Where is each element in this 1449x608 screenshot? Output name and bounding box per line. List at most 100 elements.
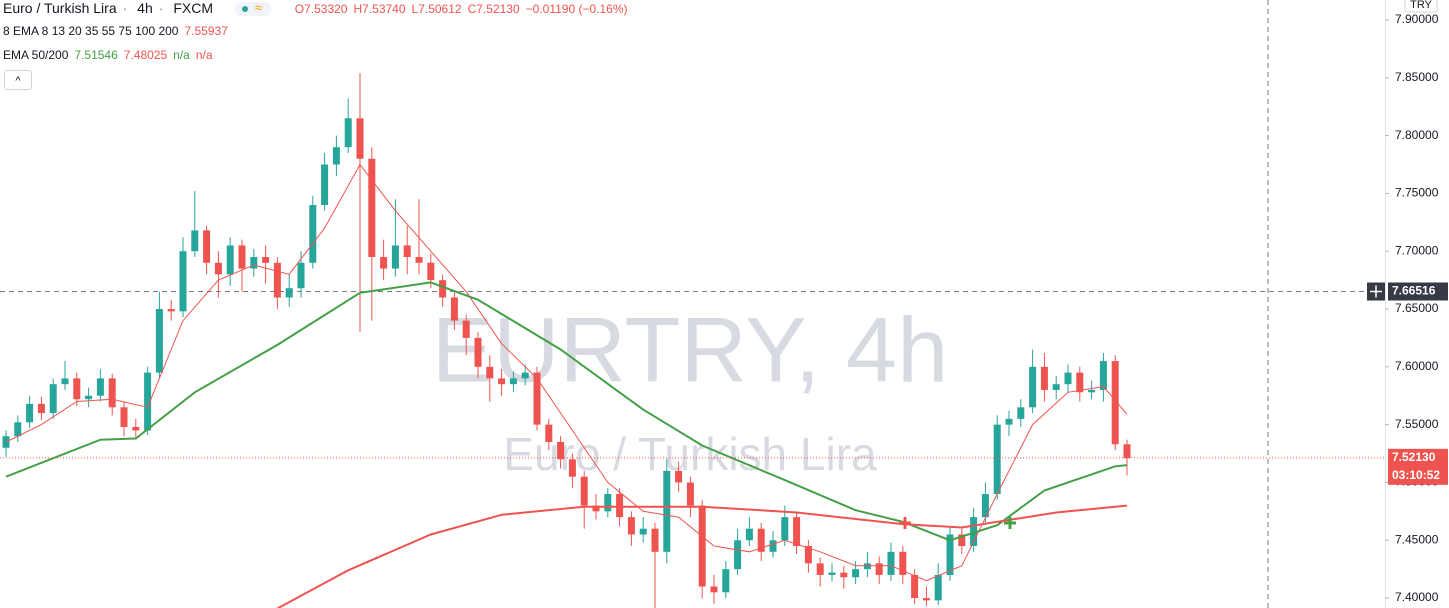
candle-body <box>144 372 152 431</box>
candle-body <box>1111 361 1119 445</box>
candle-body <box>545 424 553 442</box>
cross-signal <box>899 517 911 529</box>
candle-body <box>108 378 116 408</box>
candle-body <box>1088 389 1096 393</box>
candle-body <box>191 230 199 252</box>
candle-body <box>439 280 447 298</box>
candle-body <box>498 378 506 385</box>
candle-body <box>486 366 494 379</box>
candle-body <box>828 572 836 575</box>
candle-body <box>557 441 565 460</box>
ema-line <box>5 163 1128 582</box>
indicator-value: 7.55937 <box>184 24 228 38</box>
candle-body <box>745 528 753 541</box>
candle-body <box>356 118 364 159</box>
candle-body <box>415 257 423 263</box>
candle-body <box>722 569 730 593</box>
candle-body <box>757 528 765 552</box>
candle-body <box>462 320 470 338</box>
candle-body <box>533 372 541 425</box>
ohlc-value: L7.50612 <box>411 2 462 16</box>
candle-body <box>686 482 694 506</box>
candle-body <box>37 403 45 414</box>
candle-body <box>1076 372 1084 393</box>
candle-body <box>1099 361 1107 390</box>
y-tick-label: 7.65000 <box>1395 301 1439 315</box>
ema-line <box>5 281 1128 542</box>
candle-body <box>816 563 824 575</box>
y-tick-label: 7.55000 <box>1395 417 1439 431</box>
candle-body <box>710 586 718 593</box>
candle-body <box>49 384 57 414</box>
candle-body <box>639 528 647 535</box>
watermark-subtitle: Euro / Turkish Lira <box>503 428 877 480</box>
candle-body <box>332 147 340 165</box>
candle-body <box>958 534 966 547</box>
candle-body <box>403 245 411 258</box>
header: Euro / Turkish Lira · 4h · FXCM ≈ O7.53320… <box>3 0 628 17</box>
candle-body <box>568 459 576 477</box>
candle-body <box>1064 372 1072 385</box>
crosshair-label: 7.66516 <box>1392 284 1436 298</box>
candle-body <box>781 517 789 541</box>
y-tick-label: 7.45000 <box>1395 532 1439 546</box>
crosshair-label-box <box>1388 282 1448 301</box>
candle-body <box>14 422 22 437</box>
candle-body <box>73 378 81 400</box>
candle-body <box>238 245 246 269</box>
y-tick-label: 7.40000 <box>1395 590 1439 604</box>
candle-body <box>863 563 871 570</box>
ema-line <box>276 504 1128 608</box>
candle-body <box>793 517 801 547</box>
candle-body <box>509 378 517 385</box>
candle-body <box>273 262 281 298</box>
candle-body <box>391 245 399 269</box>
candle-body <box>85 395 93 400</box>
candle-body <box>1052 384 1060 390</box>
indicator-value: n/a <box>173 48 190 62</box>
ohlc-value: C7.52130 <box>467 2 520 16</box>
candle-body <box>61 378 69 385</box>
collapse-button[interactable]: ^ <box>4 70 32 90</box>
status-badge[interactable]: ≈ <box>234 0 271 17</box>
indicator-value: 7.48025 <box>123 48 168 62</box>
candle-body <box>1017 407 1025 419</box>
symbol: Euro / Turkish Lira <box>3 0 117 16</box>
indicator-value: 7.51546 <box>74 48 118 62</box>
indicator-name: 8 EMA 8 13 20 35 55 75 100 200 <box>3 24 179 38</box>
candle-body <box>167 309 175 312</box>
candle-body <box>474 337 482 367</box>
candle-body <box>804 546 812 564</box>
last-price-label: 7.52130 <box>1392 450 1436 464</box>
y-tick-label: 7.75000 <box>1395 186 1439 200</box>
candle-body <box>344 118 352 148</box>
candle-body <box>96 378 104 396</box>
candle-body <box>309 204 317 263</box>
candle-body <box>899 551 907 575</box>
y-tick-label: 7.85000 <box>1395 70 1439 84</box>
candle-body <box>887 551 895 575</box>
indicator-1[interactable]: 8 EMA 8 13 20 35 55 75 100 200 7.55937 <box>3 24 234 38</box>
candle-body <box>285 288 293 298</box>
candle-body <box>262 257 270 263</box>
candle-body <box>675 470 683 483</box>
indicator-2[interactable]: EMA 50/200 7.51546 7.48025 n/a n/a <box>3 48 219 62</box>
candle-body <box>875 563 883 575</box>
candle-body <box>250 257 258 269</box>
candle-body <box>580 476 588 506</box>
candle-body <box>946 534 954 575</box>
candle-body <box>1123 444 1131 459</box>
candle-body <box>321 164 329 205</box>
candle-body <box>592 505 600 512</box>
candle-body <box>970 517 978 547</box>
candle-body <box>521 372 529 379</box>
ohlc-value: −0.01190 (−0.16%) <box>525 2 628 16</box>
cross-signal <box>1004 517 1016 529</box>
candle-body <box>981 494 989 518</box>
candle-body <box>120 407 128 427</box>
indicator-name: EMA 50/200 <box>3 48 69 62</box>
candle-body <box>26 403 34 423</box>
y-tick-label: 7.80000 <box>1395 128 1439 142</box>
candle-body <box>663 470 671 552</box>
